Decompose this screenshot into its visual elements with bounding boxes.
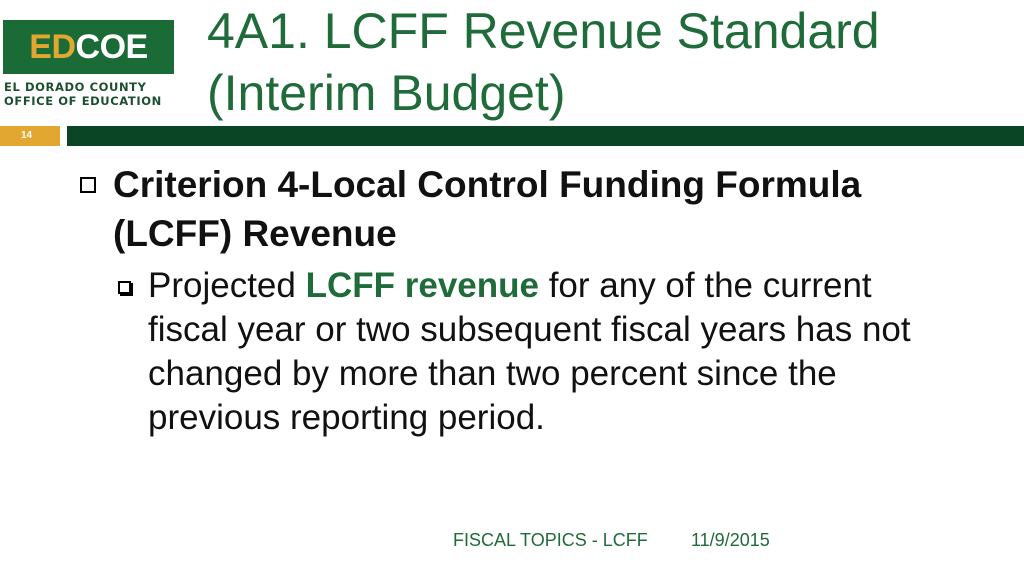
- slide-title-line2: (Interim Budget): [207, 65, 566, 121]
- footer-date: 11/9/2015: [691, 530, 770, 550]
- logo-wordmark: EDCOE: [3, 20, 174, 74]
- bullet-criterion-line2: (LCFF) Revenue: [113, 213, 397, 254]
- projected-rest: for any of the current: [538, 266, 872, 305]
- header-divider-bar: [67, 126, 1024, 146]
- page-number: 14: [21, 130, 33, 141]
- bullet-projected-line3: changed by more than two percent since t…: [148, 354, 837, 393]
- page-number-badge: 14: [0, 126, 60, 146]
- org-name-line2: OFFICE OF EDUCATION: [4, 94, 162, 108]
- projected-prefix: Projected: [148, 266, 306, 305]
- logo-coe-text: COE: [75, 28, 149, 66]
- logo-ed-text: ED: [29, 28, 76, 66]
- bullet-criterion: Criterion 4-Local Control Funding Formul…: [113, 160, 1013, 258]
- square-bullet-icon: [80, 177, 96, 193]
- bullet-projected-line1: Projected LCFF revenue for any of the cu…: [148, 264, 1018, 308]
- lcff-revenue-highlight: LCFF revenue: [305, 266, 539, 305]
- organization-name: EL DORADO COUNTY OFFICE OF EDUCATION: [4, 80, 180, 108]
- org-name-line1: EL DORADO COUNTY: [4, 80, 147, 94]
- shadowed-square-bullet-icon: [118, 281, 131, 294]
- slide-title: 4A1. LCFF Revenue Standard (Interim Budg…: [207, 0, 1007, 124]
- edcoe-logo: EDCOE: [3, 20, 174, 74]
- bullet-projected-line2: fiscal year or two subsequent fiscal yea…: [148, 310, 911, 349]
- bullet-criterion-line1: Criterion 4-Local Control Funding Formul…: [113, 164, 862, 205]
- bullet-projected-revenue: Projected LCFF revenue for any of the cu…: [148, 264, 1018, 440]
- bullet-projected-line4: previous reporting period.: [148, 398, 545, 437]
- slide-title-line1: 4A1. LCFF Revenue Standard: [207, 3, 880, 59]
- footer-topic: FISCAL TOPICS - LCFF: [453, 530, 648, 550]
